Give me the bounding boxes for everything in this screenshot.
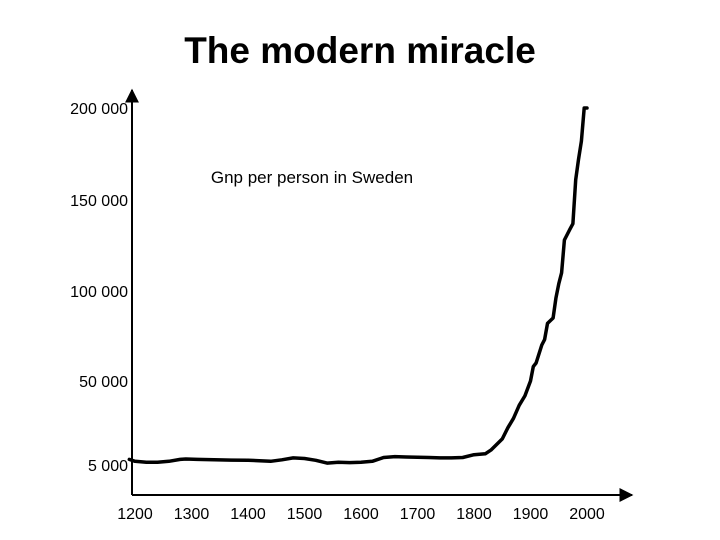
x-tick-labels: 1200 1300 1400 1500 1600 1700 1800 1900 2000 bbox=[117, 506, 605, 523]
x-tick-label: 1300 bbox=[174, 506, 210, 523]
y-tick-label: 200 000 bbox=[70, 101, 128, 118]
x-tick-label: 1700 bbox=[400, 506, 436, 523]
x-tick-label: 1800 bbox=[456, 506, 492, 523]
series-line-gnp bbox=[127, 106, 589, 465]
x-tick-label: 2000 bbox=[569, 506, 605, 523]
y-tick-label: 100 000 bbox=[70, 284, 128, 301]
x-tick-label: 1500 bbox=[287, 506, 323, 523]
y-tick-label: 150 000 bbox=[70, 193, 128, 210]
y-tick-label: 50 000 bbox=[79, 374, 128, 391]
x-tick-label: 1400 bbox=[230, 506, 266, 523]
chart-annotation: Gnp per person in Sweden bbox=[211, 168, 413, 187]
x-tick-label: 1900 bbox=[513, 506, 549, 523]
x-tick-label: 1600 bbox=[343, 506, 379, 523]
y-tick-labels: 5 000 50 000 100 000 150 000 200 000 bbox=[70, 101, 128, 475]
x-tick-label: 1200 bbox=[117, 506, 153, 523]
y-tick-label: 5 000 bbox=[88, 458, 128, 475]
page-title: The modern miracle bbox=[184, 30, 536, 71]
